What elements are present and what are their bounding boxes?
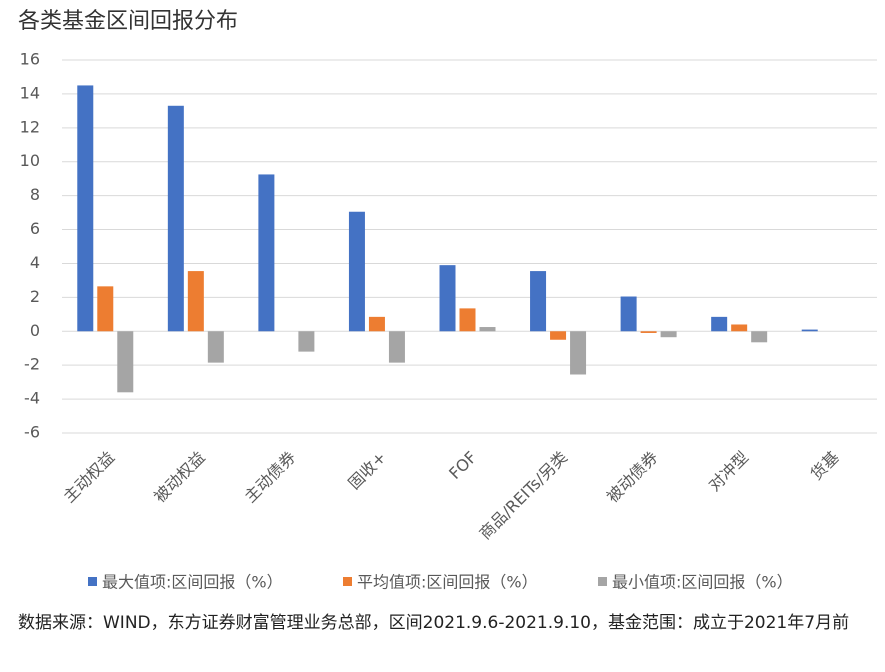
bar	[258, 174, 275, 332]
source-note: 数据来源：WIND，东方证券财富管理业务总部，区间2021.9.6-2021.9…	[18, 613, 850, 633]
y-tick-label: 6	[30, 219, 40, 238]
bar	[751, 331, 768, 343]
x-tick-label: 主动债券	[241, 448, 300, 507]
bar	[550, 331, 567, 340]
legend-label: 最小值项:区间回报（%）	[612, 573, 793, 592]
x-tick-label: 被动权益	[150, 448, 209, 507]
bar	[640, 331, 657, 333]
bar	[77, 85, 94, 332]
bar	[187, 271, 204, 332]
y-tick-label: 2	[30, 287, 40, 306]
bar	[711, 316, 728, 332]
bar	[388, 331, 405, 363]
y-tick-label: 16	[20, 50, 40, 69]
x-tick-label: 货基	[807, 448, 843, 484]
legend-label: 最大值项:区间回报（%）	[102, 573, 283, 592]
bar	[530, 271, 547, 332]
legend-swatch	[343, 577, 352, 586]
bar	[570, 331, 587, 375]
y-tick-label: 14	[20, 83, 40, 102]
y-tick-label: -6	[24, 423, 40, 442]
bar	[731, 324, 748, 332]
x-tick-label: 商品/REITs/另类	[475, 448, 571, 544]
bar	[207, 331, 224, 363]
bar	[298, 331, 315, 352]
y-tick-label: -2	[24, 355, 40, 374]
bar	[459, 308, 476, 332]
bar	[167, 105, 184, 332]
bar	[439, 265, 456, 332]
x-tick-label: 被动债券	[603, 448, 662, 507]
bar	[117, 331, 134, 393]
bar	[97, 286, 114, 332]
y-tick-label: 8	[30, 185, 40, 204]
bar	[479, 327, 496, 332]
x-tick-label: 主动权益	[60, 448, 119, 507]
x-tick-label: 固收+	[344, 448, 390, 494]
legend-label: 平均值项:区间回报（%）	[357, 573, 538, 592]
y-tick-label: 12	[20, 117, 40, 136]
x-tick-label: 对冲型	[705, 448, 752, 495]
bar	[348, 211, 365, 332]
y-tick-label: 0	[30, 321, 40, 340]
y-tick-label: 4	[30, 253, 40, 272]
bar	[620, 296, 637, 332]
chart: 各类基金区间回报分布 -6 -4 -2 0 2 4 6 8 10 12 14 16 主动权益 被动权益 主动…	[18, 9, 877, 592]
chart-title: 各类基金区间回报分布	[18, 9, 238, 34]
y-tick-label: -4	[24, 389, 40, 408]
bar	[368, 316, 385, 332]
legend-swatch	[88, 577, 97, 586]
bar	[801, 329, 818, 332]
x-tick-label: FOF	[445, 448, 480, 483]
legend-swatch	[598, 577, 607, 586]
bar	[660, 331, 677, 338]
y-tick-label: 10	[20, 151, 40, 170]
